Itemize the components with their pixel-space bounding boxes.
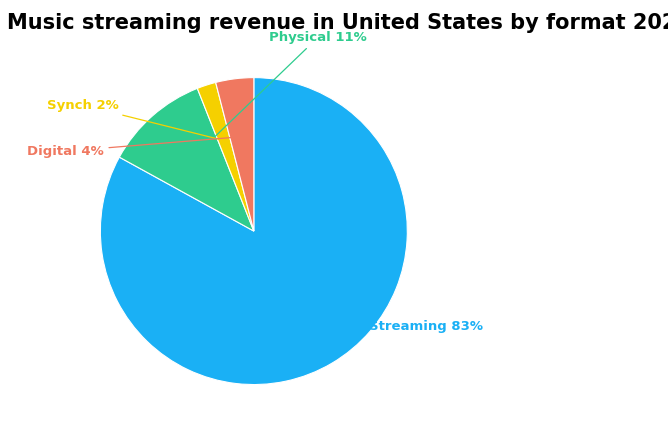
- Text: Streaming 83%: Streaming 83%: [289, 315, 483, 333]
- Wedge shape: [100, 78, 407, 385]
- Wedge shape: [120, 89, 254, 231]
- Text: Digital 4%: Digital 4%: [27, 137, 239, 158]
- Text: Synch 2%: Synch 2%: [47, 99, 222, 140]
- Text: Music streaming revenue in United States by format 2023 (%): Music streaming revenue in United States…: [7, 13, 668, 33]
- Wedge shape: [197, 82, 254, 231]
- Text: Physical 11%: Physical 11%: [193, 31, 367, 158]
- Wedge shape: [216, 78, 254, 231]
